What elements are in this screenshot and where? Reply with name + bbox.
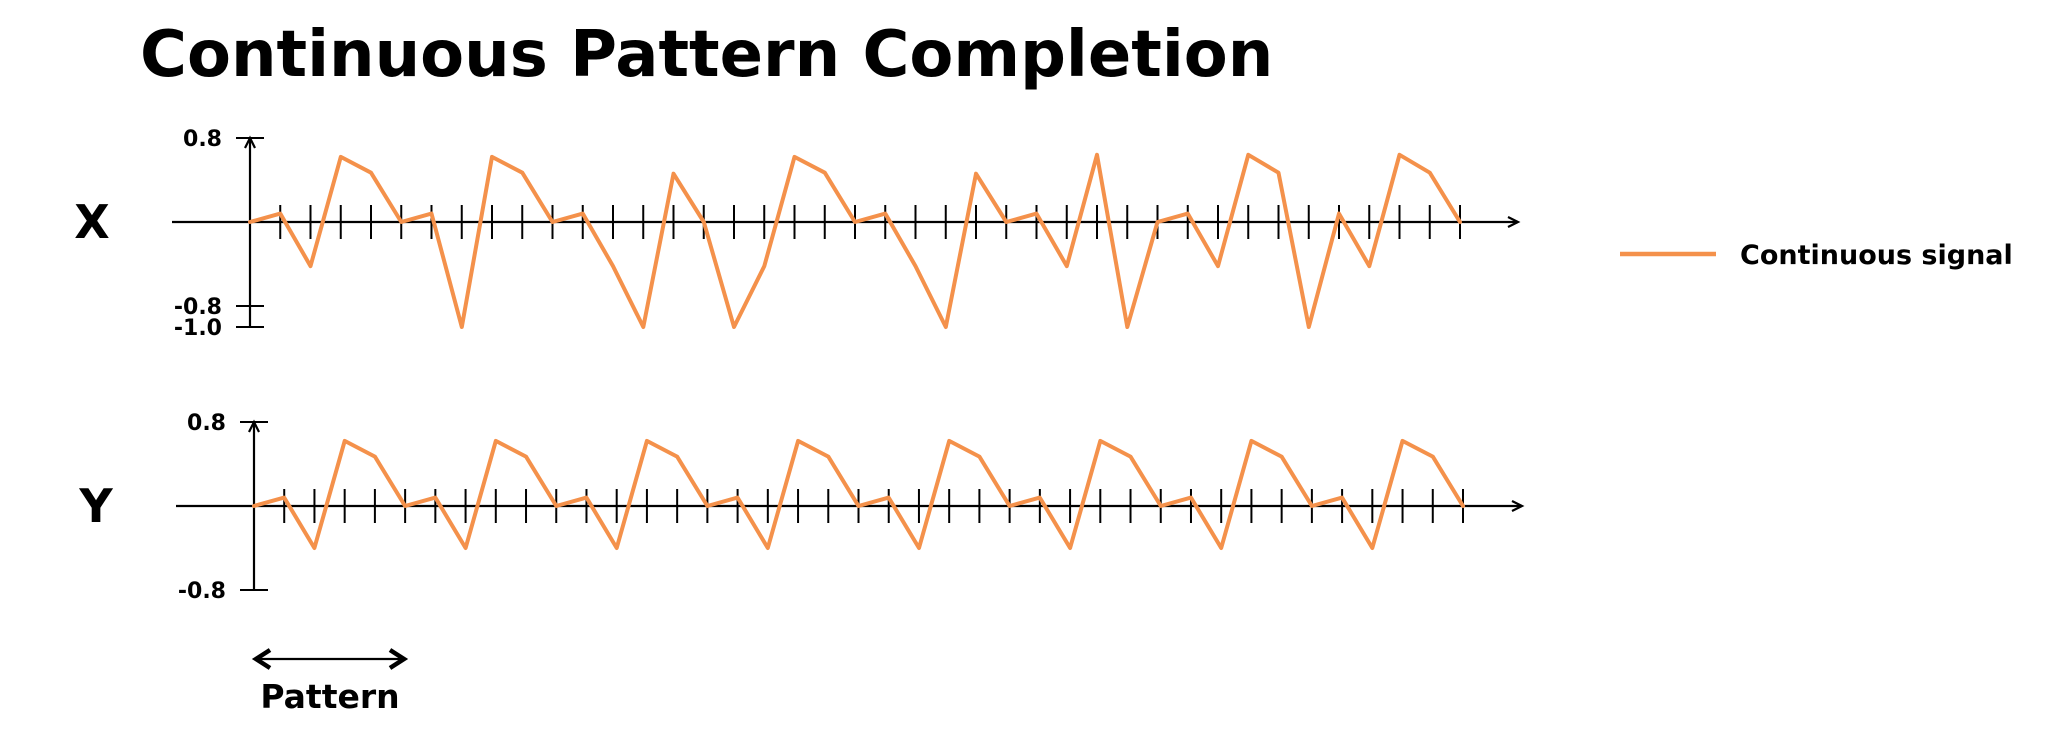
pattern-arrow-left-head (251, 648, 272, 670)
y-tick-label: 0.8 (183, 127, 222, 152)
x-axis-arrowhead (1511, 500, 1525, 512)
y-tick-label: 0.8 (187, 411, 226, 436)
pattern-arrow-right-head (388, 648, 409, 670)
series-line (252, 438, 1465, 550)
panel-x: X 0.8 -0.8-1.0 (74, 127, 1521, 341)
pattern-label: Pattern (260, 677, 399, 716)
panel-y: Y 0.8 -0.8 (78, 411, 1525, 604)
pattern-annotation: Pattern (251, 648, 409, 716)
chart-title: Continuous Pattern Completion (140, 18, 1273, 92)
panel-label: Y (78, 479, 113, 533)
x-axis-arrowhead (1507, 216, 1521, 228)
legend-label: Continuous signal (1740, 240, 2013, 271)
legend: Continuous signal (1620, 240, 2013, 271)
y-tick-label: -1.0 (174, 316, 222, 341)
y-tick-label: -0.8 (178, 579, 226, 604)
panel-label: X (74, 195, 109, 249)
y-tick-label: -0.8 (174, 295, 222, 320)
plot-area: X0.8-0.8-1.0Y0.8-0.8 (74, 127, 1525, 604)
series-line (248, 152, 1462, 329)
